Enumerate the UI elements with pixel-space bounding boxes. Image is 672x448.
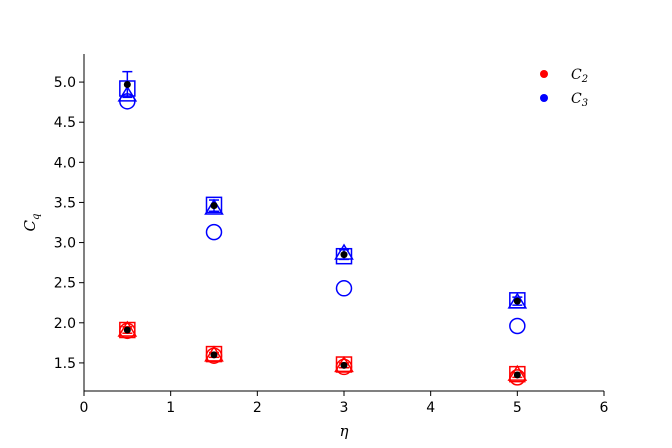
x-tick-label: 3 (340, 400, 349, 416)
x-tick-label: 5 (513, 400, 522, 416)
y-ticks: 1.5 2.0 2.5 3.0 3.5 4.0 4.5 5.0 (54, 75, 84, 372)
C3-mean-point (123, 80, 131, 88)
x-tick-label: 4 (426, 400, 435, 416)
y-tick-label: 4.5 (54, 115, 76, 131)
y-axis-label-sub: q (31, 214, 42, 220)
C2-mean-point (210, 351, 218, 359)
x-ticks: 0 1 2 3 4 5 6 (80, 391, 609, 416)
C2-mean-point (123, 326, 131, 334)
C3-circle-point (205, 223, 223, 241)
legend-label-sub: 2 (581, 74, 588, 85)
C2-triangle-point (117, 320, 138, 337)
C2-mean-point (513, 371, 521, 379)
C3-circle-point (509, 317, 526, 335)
C3-square-point (205, 196, 223, 214)
C3-triangle-point (117, 85, 138, 102)
C2-triangle-point (334, 355, 354, 373)
C3-mean-point (340, 251, 348, 259)
y-tick-label: 4.0 (54, 155, 76, 171)
legend-label-C3: C3 (571, 91, 588, 109)
x-tick-label: 2 (253, 400, 262, 416)
x-axis-label: η (340, 422, 349, 440)
y-tick-label: 2.5 (54, 276, 76, 292)
C3-circle-point (335, 280, 353, 297)
C3-mean-point (210, 202, 218, 210)
legend-label-main: C (571, 91, 582, 107)
y-tick-label: 3.5 (54, 195, 76, 211)
plot-marks (117, 70, 528, 386)
y-axis-label: Cq (21, 214, 42, 232)
y-tick-label: 2.0 (54, 316, 76, 332)
legend-marker-C3 (540, 94, 548, 102)
x-tick-label: 0 (80, 400, 89, 416)
legend-label-sub: 3 (582, 98, 588, 109)
y-tick-label: 1.5 (54, 356, 76, 372)
C2-triangle-point (204, 345, 224, 362)
y-tick-label: 5.0 (54, 75, 76, 91)
x-tick-label: 6 (600, 400, 609, 416)
C3-mean-point (513, 297, 521, 305)
y-tick-label: 3.0 (54, 236, 76, 252)
legend-label-main: C (571, 67, 582, 83)
y-axis-label-main: C (21, 219, 39, 231)
x-tick-label: 1 (166, 400, 175, 416)
legend-marker-C2 (540, 70, 548, 78)
C2-mean-point (340, 361, 348, 369)
C3-triangle-point (204, 198, 224, 215)
C3-triangle-point (507, 292, 528, 309)
legend-label-C2: C2 (571, 67, 588, 85)
axes: 0 1 2 3 4 5 6 1.5 2.0 2.5 3.0 3.5 4.0 4.5 5.0 (54, 54, 609, 416)
